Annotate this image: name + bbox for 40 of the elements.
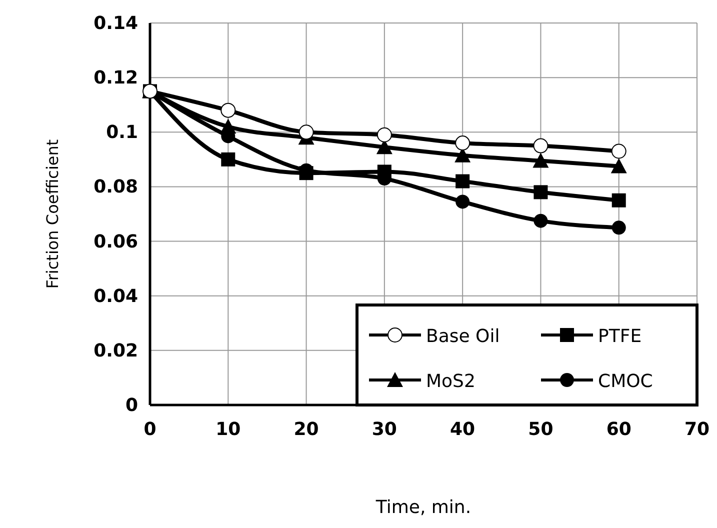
x-tick-label: 40 xyxy=(450,419,476,440)
point xyxy=(299,166,314,180)
legend-label: PTFE xyxy=(598,326,642,347)
x-tick-label: 20 xyxy=(294,419,319,440)
x-tick-label: 70 xyxy=(684,419,710,440)
x-axis-title: Time, min. xyxy=(374,497,472,518)
y-tick-label: 0.06 xyxy=(94,231,138,252)
point xyxy=(456,174,470,188)
point xyxy=(220,102,236,118)
point xyxy=(456,194,470,209)
y-tick-label: 0.12 xyxy=(94,68,138,89)
point xyxy=(612,193,626,208)
point xyxy=(611,144,626,159)
point xyxy=(221,152,236,166)
point xyxy=(610,158,627,174)
y-axis-title: Friction Coefficient xyxy=(43,139,62,289)
x-tick-label: 10 xyxy=(216,419,241,440)
legend-label: Base Oil xyxy=(426,326,500,347)
x-tick-label: 30 xyxy=(372,419,397,440)
y-tick-label: 0.02 xyxy=(94,340,138,362)
point xyxy=(220,118,236,134)
point xyxy=(612,220,626,235)
legend-label: MoS2 xyxy=(426,371,476,392)
point xyxy=(534,214,548,228)
y-tick-label: 0.1 xyxy=(106,122,138,144)
y-tick-label: 0.14 xyxy=(94,13,138,34)
x-tick-label: 60 xyxy=(606,419,632,440)
y-tick-label: 0 xyxy=(125,395,138,416)
point xyxy=(534,185,548,200)
point xyxy=(376,127,392,142)
point xyxy=(298,124,314,140)
y-tick-label: 0.04 xyxy=(94,286,138,307)
x-tick-label: 0 xyxy=(144,419,156,440)
point xyxy=(533,138,548,154)
x-tick-label: 50 xyxy=(528,419,554,440)
point xyxy=(377,164,392,179)
point xyxy=(455,136,470,151)
legend-label: CMOC xyxy=(598,371,653,392)
point xyxy=(532,152,549,168)
y-tick-label: 0.08 xyxy=(94,176,138,198)
